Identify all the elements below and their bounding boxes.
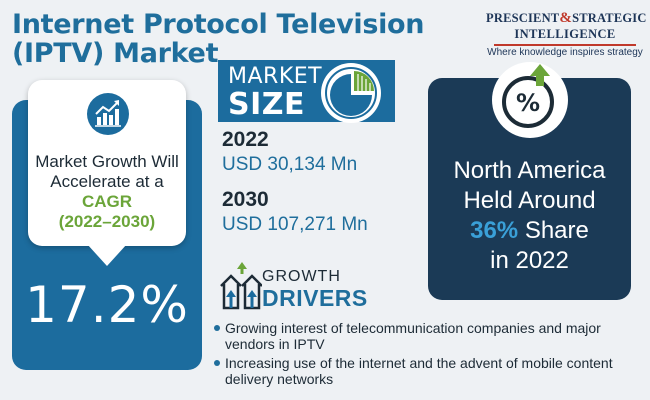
pie-chart-icon (321, 63, 381, 123)
brand-logo: PRESCIENT&STRATEGIC INTELLIGENCE Where k… (486, 10, 647, 58)
list-item: Growing interest of telecommunication co… (212, 320, 642, 352)
cagr-description: Market Growth Will Accelerate at a CAGR … (35, 152, 179, 231)
page-title: Internet Protocol Television (IPTV) Mark… (12, 9, 425, 69)
growth-drivers-list: Growing interest of telecommunication co… (212, 320, 642, 390)
region-share-text: North America Held Around 36% Share in 2… (453, 157, 606, 274)
brand-name-line2: INTELLIGENCE (514, 27, 616, 41)
market-size-label-line2: SIZE (228, 87, 306, 122)
cagr-value: 17.2% (25, 276, 189, 334)
market-size-label-line1: MARKET (228, 64, 323, 89)
brand-tagline: Where knowledge inspires strategy (487, 47, 643, 58)
svg-text:%: % (516, 89, 540, 117)
market-size-year-2022: 2022 (222, 128, 269, 151)
houses-arrows-icon (220, 262, 262, 310)
market-size-year-2030: 2030 (222, 188, 269, 211)
cagr-highlight: CAGR (81, 192, 133, 211)
cagr-period: (2022–2030) (58, 212, 156, 231)
brand-name-line1: PRESCIENT&STRATEGIC (486, 10, 647, 26)
list-item: Increasing use of the internet and the a… (212, 355, 642, 387)
growth-drivers-label-line1: GROWTH (262, 268, 341, 285)
growth-drivers-label-line2: DRIVERS (262, 285, 368, 311)
percent-up-icon: % (492, 62, 568, 138)
market-size-value-2030: USD 107,271 Mn (222, 214, 368, 235)
brand-divider (494, 44, 636, 46)
growth-chart-icon (87, 93, 129, 135)
cagr-card-pointer (87, 244, 127, 266)
region-share-value: 36% (470, 217, 519, 244)
market-size-value-2022: USD 30,134 Mn (222, 154, 358, 175)
